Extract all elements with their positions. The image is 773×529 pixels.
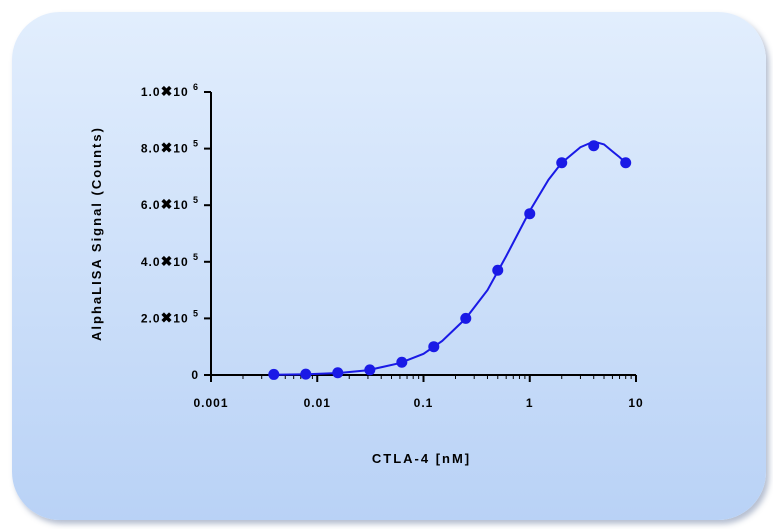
data-point — [620, 157, 632, 169]
data-point — [300, 368, 312, 380]
chart-panel — [12, 12, 766, 520]
x-axis-title: CTLA-4 [nM] — [372, 451, 471, 466]
x-ticks: 0.001 0.01 0.1 1 10 — [193, 375, 643, 410]
data-points — [268, 140, 632, 380]
y-tick-label: 6.0✖10 5 — [141, 195, 199, 212]
y-tick-label: 2.0✖10 5 — [141, 308, 199, 325]
data-point — [332, 367, 344, 379]
x-tick-label: 1 — [526, 396, 534, 410]
data-point — [492, 264, 504, 276]
x-tick-label: 10 — [628, 396, 643, 410]
data-point — [460, 312, 472, 324]
data-point — [268, 368, 280, 380]
data-point — [364, 364, 376, 376]
y-ticks: 0 2.0✖10 5 4.0✖10 5 6.0✖10 5 8.0✖10 5 1.0✖10 … — [141, 82, 211, 382]
y-tick-label: 8.0✖10 5 — [141, 139, 199, 156]
x-tick-label: 0.1 — [414, 396, 434, 410]
y-tick-label: 4.0✖10 5 — [141, 252, 199, 269]
fit-curve — [273, 140, 627, 376]
y-axis-title: AlphaLISA Signal (Counts) — [89, 126, 104, 341]
data-point — [428, 341, 440, 353]
y-tick-label: 1.0✖10 6 — [141, 82, 199, 99]
x-tick-label: 0.001 — [193, 396, 228, 410]
data-point — [588, 140, 600, 152]
y-tick-label: 0 — [191, 368, 199, 382]
data-point — [524, 208, 536, 220]
data-point — [556, 157, 568, 169]
data-point — [396, 356, 408, 368]
x-tick-label: 0.01 — [304, 396, 331, 410]
